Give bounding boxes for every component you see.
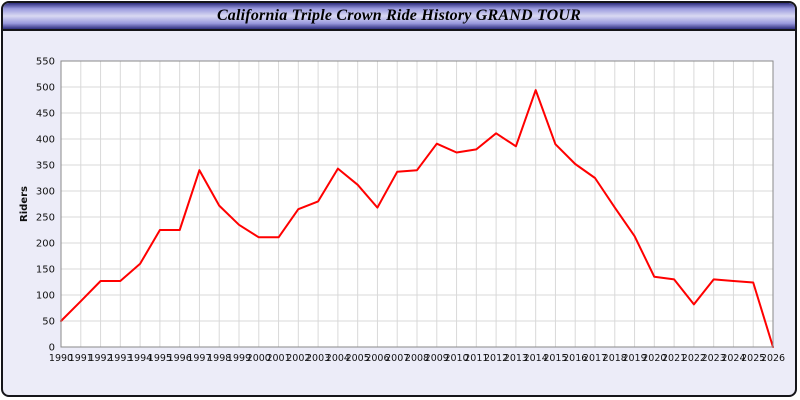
svg-text:50: 50 <box>42 317 55 328</box>
svg-text:350: 350 <box>36 161 55 172</box>
svg-text:1999: 1999 <box>227 353 251 364</box>
svg-text:2013: 2013 <box>504 353 528 364</box>
svg-text:450: 450 <box>36 109 55 120</box>
svg-text:150: 150 <box>36 265 55 276</box>
svg-text:200: 200 <box>36 239 55 250</box>
svg-text:0: 0 <box>49 343 55 354</box>
svg-text:1998: 1998 <box>207 353 231 364</box>
svg-text:2003: 2003 <box>306 353 330 364</box>
svg-text:Riders: Riders <box>19 186 30 222</box>
svg-text:2021: 2021 <box>662 353 686 364</box>
page-title: California Triple Crown Ride History GRA… <box>216 7 582 24</box>
svg-text:2011: 2011 <box>464 353 488 364</box>
chart-svg: 0501001502002503003504004505005501990199… <box>19 57 785 365</box>
svg-text:250: 250 <box>36 213 55 224</box>
svg-text:500: 500 <box>36 83 55 94</box>
svg-text:2016: 2016 <box>563 353 587 364</box>
svg-text:550: 550 <box>36 57 55 68</box>
svg-text:1995: 1995 <box>148 353 172 364</box>
svg-text:2007: 2007 <box>385 353 409 364</box>
svg-text:2017: 2017 <box>583 353 607 364</box>
svg-text:1992: 1992 <box>88 353 112 364</box>
svg-text:1996: 1996 <box>168 353 192 364</box>
svg-text:2022: 2022 <box>682 353 706 364</box>
svg-text:2020: 2020 <box>642 353 666 364</box>
svg-text:400: 400 <box>36 135 55 146</box>
svg-text:2023: 2023 <box>702 353 726 364</box>
svg-text:2002: 2002 <box>286 353 310 364</box>
svg-text:2012: 2012 <box>484 353 508 364</box>
svg-text:1991: 1991 <box>69 353 93 364</box>
svg-text:300: 300 <box>36 187 55 198</box>
svg-text:2014: 2014 <box>524 353 548 364</box>
svg-text:100: 100 <box>36 291 55 302</box>
svg-text:2025: 2025 <box>741 353 765 364</box>
svg-text:2009: 2009 <box>425 353 449 364</box>
svg-text:1993: 1993 <box>108 353 132 364</box>
svg-text:2010: 2010 <box>444 353 468 364</box>
svg-text:1990: 1990 <box>49 353 73 364</box>
chart-panel: 0 50 100 150 200 250 300 350 400 450 500 550 1990 199… <box>15 49 785 395</box>
svg-text:2019: 2019 <box>622 353 646 364</box>
svg-text:2018: 2018 <box>603 353 627 364</box>
svg-text:2008: 2008 <box>405 353 429 364</box>
svg-text:1994: 1994 <box>128 353 152 364</box>
title-bar: California Triple Crown Ride History GRA… <box>3 3 795 31</box>
svg-text:2005: 2005 <box>346 353 370 364</box>
svg-text:2026: 2026 <box>761 353 785 364</box>
svg-text:2000: 2000 <box>247 353 271 364</box>
svg-text:2004: 2004 <box>326 353 350 364</box>
svg-text:2024: 2024 <box>721 353 745 364</box>
svg-text:2015: 2015 <box>543 353 567 364</box>
svg-text:2001: 2001 <box>266 353 290 364</box>
svg-text:2006: 2006 <box>365 353 389 364</box>
svg-text:1997: 1997 <box>187 353 211 364</box>
